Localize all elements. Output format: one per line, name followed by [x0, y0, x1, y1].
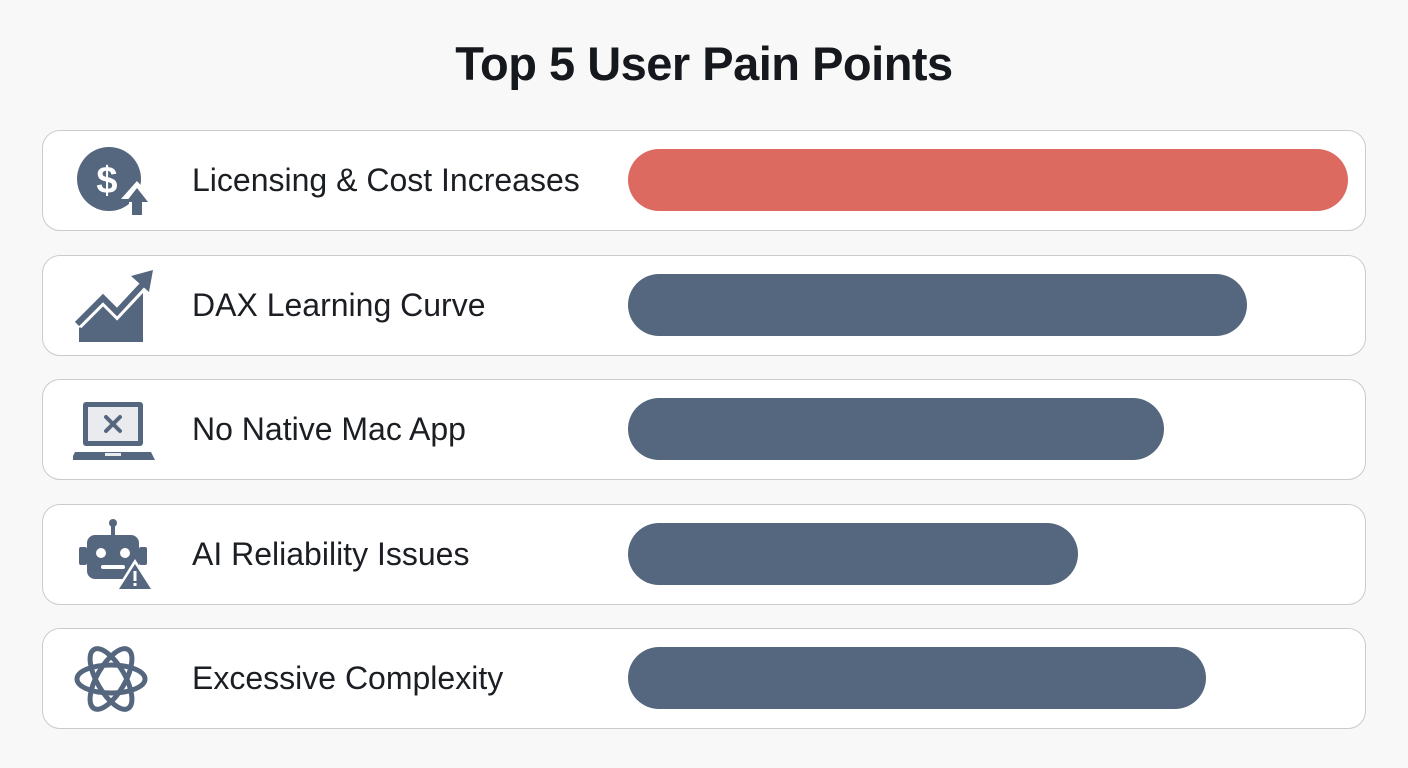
- row-label: AI Reliability Issues: [192, 535, 470, 572]
- atom-icon: [73, 641, 157, 717]
- row-label: No Native Mac App: [192, 411, 466, 447]
- pain-point-row: DAX Learning Curve: [42, 254, 1366, 356]
- bar-track: [628, 149, 1348, 211]
- chart-title: Top 5 User Pain Points: [455, 37, 953, 90]
- bar-licensing: [628, 149, 1348, 211]
- bar-track: [628, 647, 1348, 709]
- trend-up-icon: [73, 268, 157, 344]
- pain-point-row: No Native Mac App: [42, 379, 1366, 480]
- laptop-x-icon: [73, 392, 157, 468]
- bar-track: [628, 398, 1348, 460]
- pain-point-row: AI Reliability Issues: [42, 503, 1366, 605]
- robot-warning-icon: [73, 517, 157, 593]
- bar-track: [628, 522, 1348, 585]
- row-label: Excessive Complexity: [192, 660, 504, 696]
- pain-point-row: $ Licensing & Cost Increases: [42, 130, 1366, 231]
- bar-dax: [628, 273, 1248, 336]
- svg-text:$: $: [96, 160, 117, 202]
- pain-point-row: Excessive Complexity: [42, 628, 1366, 729]
- bar-complexity: [628, 647, 1207, 709]
- pain-point-list: $ Licensing & Cost Increases DAX Learnin: [42, 130, 1366, 729]
- bar-ai: [628, 522, 1078, 585]
- bar-track: [628, 273, 1348, 336]
- dollar-up-icon: $: [73, 143, 157, 219]
- row-label: DAX Learning Curve: [192, 286, 486, 323]
- bar-mac: [628, 398, 1165, 460]
- row-label: Licensing & Cost Increases: [192, 162, 580, 198]
